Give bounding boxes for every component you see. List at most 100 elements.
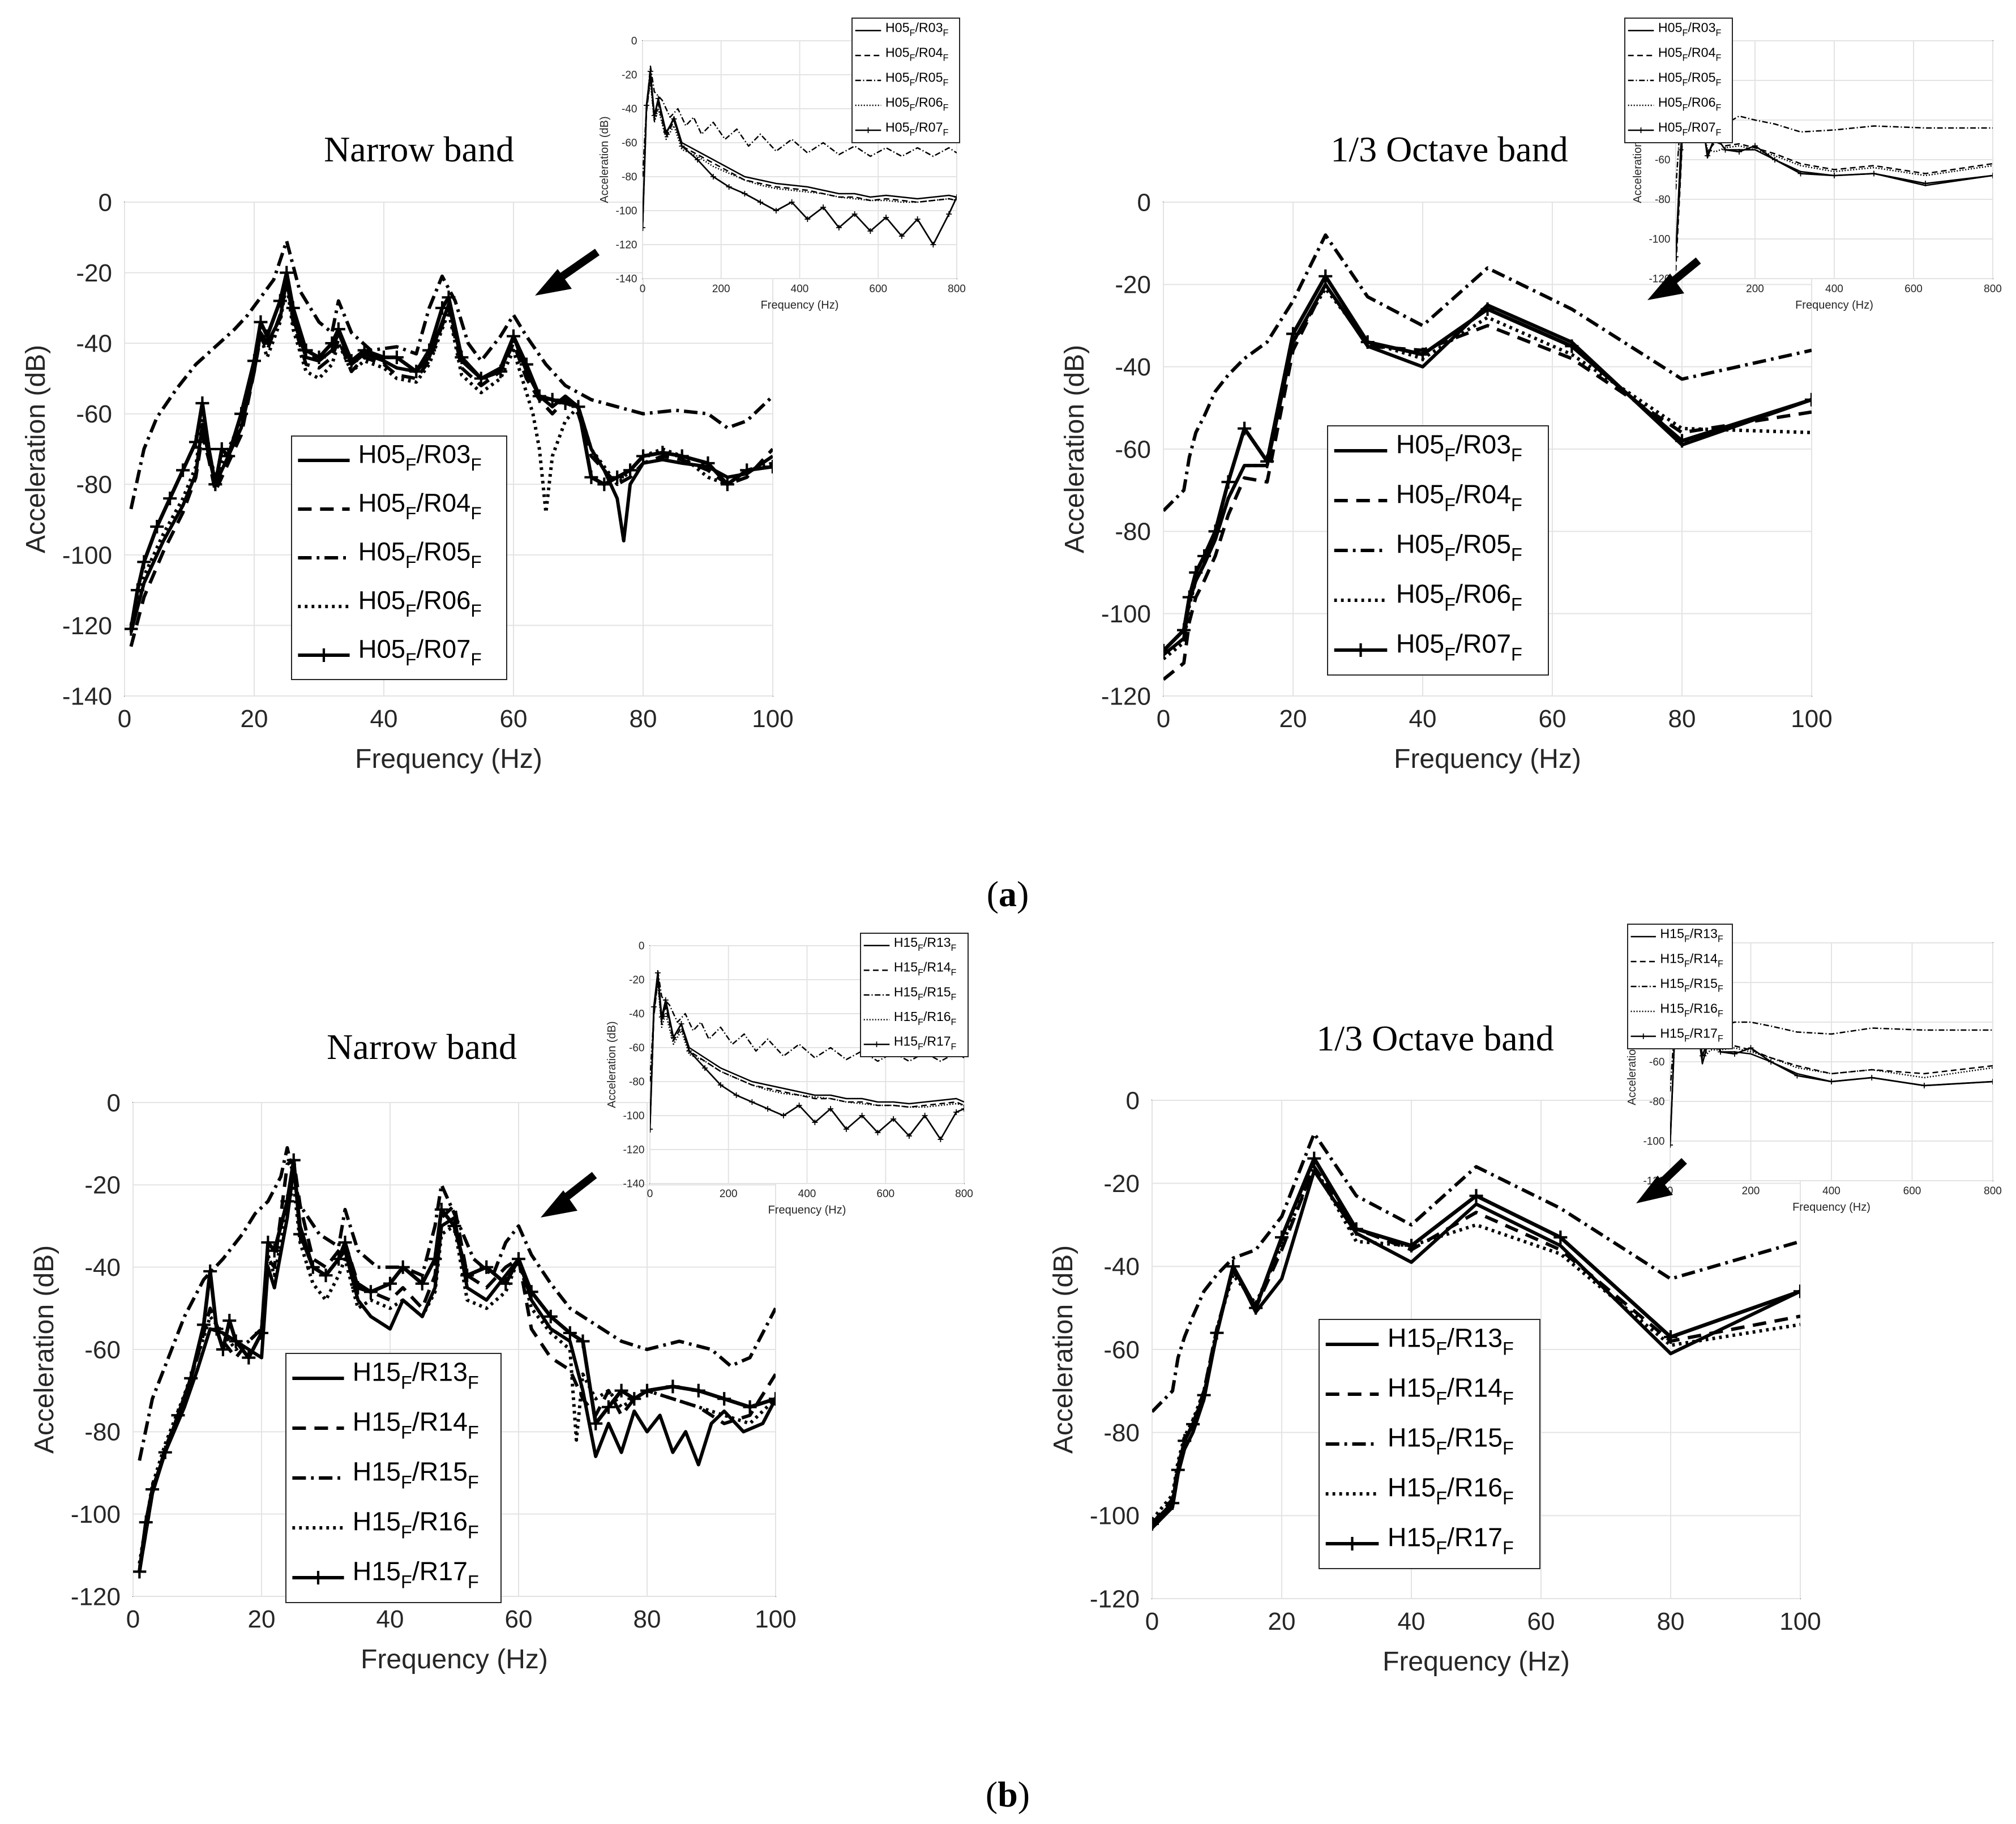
x-tick-label: 600 bbox=[1904, 283, 1923, 295]
x-tick-label: 400 bbox=[791, 283, 809, 295]
plus-marker bbox=[422, 343, 436, 357]
y-tick-label: -120 bbox=[62, 612, 112, 640]
plus-marker bbox=[242, 1351, 256, 1365]
legend-item-H05F/R04F: H05F/R04F bbox=[855, 45, 948, 63]
plus-marker bbox=[843, 1126, 849, 1132]
plus-marker bbox=[1260, 454, 1274, 468]
plus-marker bbox=[1405, 1238, 1418, 1253]
plus-marker bbox=[363, 1285, 378, 1299]
series-H15F/R15F bbox=[138, 1146, 776, 1461]
caption-a: (a) bbox=[987, 874, 1029, 914]
x-axis-label: Frequency (Hz) bbox=[1792, 1201, 1871, 1214]
plus-marker bbox=[447, 1219, 461, 1233]
series-legend-label: H15F/R13F bbox=[1388, 1323, 1514, 1359]
plus-marker bbox=[662, 997, 669, 1003]
x-tick-label: 0 bbox=[126, 1605, 140, 1633]
plus-marker bbox=[647, 69, 653, 74]
plus-marker bbox=[229, 1334, 243, 1348]
plus-marker bbox=[867, 228, 874, 234]
legend-item-H15F/R13F: H15F/R13F bbox=[1630, 926, 1723, 944]
plus-marker bbox=[1360, 335, 1375, 349]
x-tick-label: 60 bbox=[1539, 705, 1566, 733]
y-tick-label: -60 bbox=[1655, 155, 1670, 166]
plus-marker bbox=[571, 400, 585, 414]
x-tick-label: 100 bbox=[1779, 1608, 1821, 1635]
series-legend-label: H15F/R16F bbox=[894, 1009, 957, 1027]
plus-marker bbox=[655, 96, 661, 101]
plus-marker bbox=[804, 216, 811, 222]
series-H05F/R04F bbox=[129, 274, 773, 647]
plus-marker bbox=[480, 1260, 494, 1274]
series-legend-label: H15F/R16F bbox=[353, 1507, 479, 1543]
x-axis-label: Frequency (Hz) bbox=[761, 299, 839, 311]
plus-marker bbox=[675, 449, 689, 463]
x-axis-label: Frequency (Hz) bbox=[1394, 744, 1581, 774]
y-tick-label: -100 bbox=[615, 206, 637, 217]
legend-item-H15F/R15F: H15F/R15F bbox=[863, 984, 957, 1002]
y-tick-label: -40 bbox=[84, 1254, 121, 1282]
x-tick-label: 0 bbox=[1157, 705, 1170, 733]
plus-marker bbox=[740, 463, 754, 477]
plus-marker bbox=[158, 1445, 172, 1459]
legend-item-H15F/R15F: H15F/R15F bbox=[1325, 1423, 1514, 1459]
plus-marker bbox=[851, 211, 858, 217]
series-H05F/R05F bbox=[129, 239, 773, 510]
plus-marker bbox=[1152, 1517, 1159, 1531]
plus-marker bbox=[139, 1515, 153, 1530]
legend-item-H05F/R05F: H05F/R05F bbox=[298, 537, 482, 572]
plus-marker bbox=[442, 291, 456, 305]
plus-marker bbox=[883, 215, 889, 220]
plus-marker bbox=[589, 1416, 603, 1430]
x-tick-label: 40 bbox=[370, 705, 398, 733]
series-legend-label: H15F/R16F bbox=[1388, 1473, 1514, 1509]
plus-marker bbox=[1722, 147, 1728, 153]
legend: H05F/R03F H05F/R04F H05F/R05F H05F/R06F H05F… bbox=[851, 18, 960, 143]
series-legend-label: H05F/R05F bbox=[1396, 529, 1522, 565]
plus-marker bbox=[796, 1103, 802, 1108]
series-H15F/R17F bbox=[133, 1153, 776, 1579]
y-tick-label: -100 bbox=[1649, 234, 1670, 246]
legend-item-H05F/R06F: H05F/R06F bbox=[298, 586, 482, 621]
series-line bbox=[643, 65, 957, 177]
y-axis-label: Acceleration (dB) bbox=[21, 345, 51, 553]
plus-marker bbox=[254, 315, 268, 329]
series-H05F/R04F bbox=[1676, 79, 1993, 271]
series-line bbox=[129, 274, 773, 647]
plus-marker bbox=[1752, 143, 1758, 149]
y-tick-label: -140 bbox=[615, 274, 637, 285]
plus-marker bbox=[247, 354, 261, 368]
x-tick-label: 40 bbox=[376, 1605, 404, 1633]
plus-marker bbox=[859, 1113, 865, 1118]
x-tick-label: 0 bbox=[1667, 1185, 1673, 1197]
x-tick-label: 60 bbox=[1527, 1608, 1555, 1635]
y-tick-label: -80 bbox=[1103, 1419, 1140, 1447]
series-line bbox=[129, 239, 773, 510]
plus-marker bbox=[222, 1314, 237, 1328]
y-tick-label: -20 bbox=[629, 975, 644, 986]
plus-marker bbox=[1869, 1075, 1875, 1080]
plus-marker bbox=[656, 446, 670, 460]
plus-marker bbox=[614, 1383, 628, 1398]
plus-marker bbox=[507, 329, 520, 343]
plus-marker bbox=[765, 1106, 771, 1112]
series-H05F/R04F bbox=[643, 77, 957, 232]
plus-marker bbox=[701, 456, 715, 470]
series-legend-label: H05F/R04F bbox=[1658, 45, 1722, 63]
y-tick-label: -100 bbox=[62, 541, 112, 569]
y-tick-label: -60 bbox=[84, 1336, 121, 1364]
plus-marker bbox=[293, 1227, 307, 1241]
series-H15F/R17F bbox=[650, 970, 964, 1142]
plus-marker bbox=[1197, 1388, 1211, 1402]
plus-marker bbox=[299, 343, 313, 357]
y-tick-label: -120 bbox=[1101, 682, 1151, 710]
y-tick-label: -80 bbox=[1655, 194, 1670, 206]
plus-marker bbox=[1700, 1053, 1705, 1059]
legend-item-H15F/R14F: H15F/R14F bbox=[1630, 951, 1723, 969]
plus-marker bbox=[717, 1082, 724, 1088]
series-legend-label: H05F/R05F bbox=[885, 70, 949, 88]
plus-marker bbox=[1797, 170, 1804, 177]
legend-item-H15F/R17F: H15F/R17F bbox=[1630, 1026, 1723, 1044]
plus-marker bbox=[1189, 566, 1203, 579]
y-tick-label: -20 bbox=[1115, 271, 1151, 299]
plus-marker bbox=[610, 470, 624, 484]
